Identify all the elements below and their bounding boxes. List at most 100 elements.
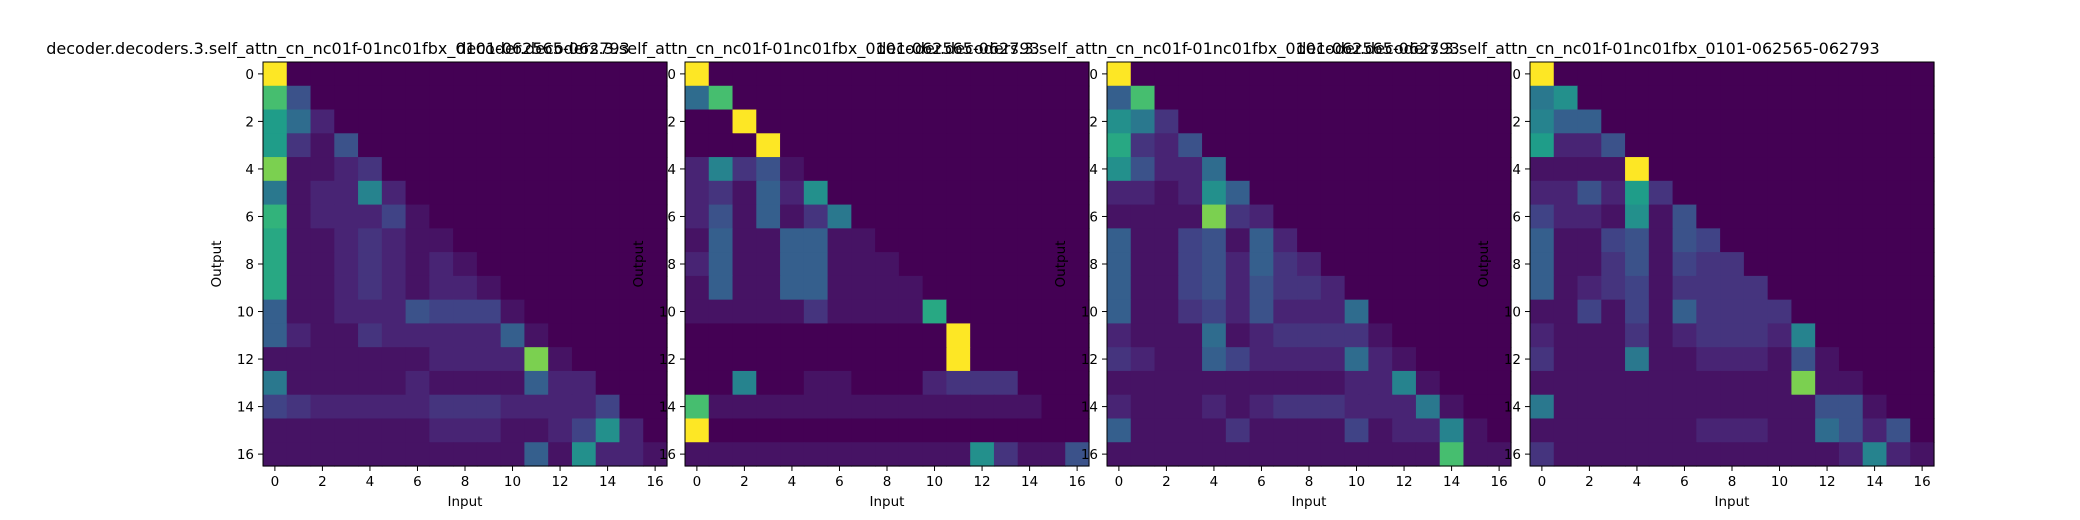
heatmap-cell-r15-c3 <box>334 418 359 443</box>
x-tick-label: 10 <box>504 474 521 490</box>
heatmap-cell-r14-c15 <box>619 394 644 420</box>
heatmap-cell-r2-c6 <box>405 109 430 134</box>
heatmap-cell-r0-c5 <box>1648 62 1674 87</box>
heatmap-cell-r5-c2 <box>732 180 757 206</box>
heatmap-cell-r16-c5 <box>1648 442 1674 467</box>
heatmap-cell-r5-c2 <box>310 180 335 206</box>
heatmap-cell-r3-c15 <box>1463 133 1488 158</box>
heatmap-cell-r6-c8 <box>875 204 900 229</box>
heatmap-cell-r13-c10 <box>922 370 948 396</box>
heatmap-cell-r6-c7 <box>1273 204 1298 229</box>
heatmap-cell-r2-c4 <box>358 109 383 134</box>
heatmap-cell-r12-c3 <box>1178 347 1203 372</box>
heatmap-cell-r8-c4 <box>358 252 383 277</box>
x-tick-label: 2 <box>318 474 327 490</box>
heatmap-cell-r4-c0 <box>263 157 288 182</box>
heatmap-cell-r9-c13 <box>1415 275 1441 301</box>
heatmap-cell-r10-c2 <box>1577 299 1602 325</box>
heatmap-cell-r2-c11 <box>946 109 971 134</box>
heatmap-cell-r3-c14 <box>1862 133 1888 158</box>
heatmap-cell-r1-c2 <box>732 85 757 111</box>
heatmap-cell-r10-c11 <box>946 299 971 325</box>
heatmap-cell-r12-c12 <box>1392 347 1417 372</box>
heatmap-cell-r12-c8 <box>875 347 900 372</box>
heatmap-cell-r12-c16 <box>1910 347 1935 372</box>
heatmap-cell-r4-c2 <box>1577 157 1602 182</box>
heatmap-cell-r9-c16 <box>1065 275 1090 301</box>
heatmap-cell-r3-c3 <box>334 133 359 158</box>
heatmap-cell-r10-c8 <box>1297 299 1322 325</box>
heatmap-cell-r9-c15 <box>1886 275 1911 301</box>
heatmap-cell-r9-c11 <box>1368 275 1393 301</box>
heatmap-cell-r15-c14 <box>595 418 621 443</box>
heatmap-cell-r13-c15 <box>1886 370 1911 396</box>
heatmap-cell-r10-c2 <box>310 299 335 325</box>
heatmap-cell-r10-c12 <box>1392 299 1417 325</box>
x-axis-label: Input <box>870 494 905 510</box>
heatmap-cell-r11-c11 <box>524 323 549 348</box>
heatmap-cell-r11-c11 <box>946 323 971 348</box>
heatmap-cell-r4-c9 <box>898 157 924 182</box>
heatmap-cell-r11-c10 <box>500 323 526 348</box>
heatmap-cell-r11-c8 <box>1720 323 1745 348</box>
heatmap-cell-r11-c16 <box>1910 323 1935 348</box>
heatmap-cell-r7-c15 <box>1463 228 1488 253</box>
heatmap-cell-r3-c6 <box>1249 133 1274 158</box>
heatmap-cell-r15-c8 <box>1720 418 1745 443</box>
heatmap-cell-r7-c12 <box>548 228 573 253</box>
heatmap-cell-r11-c4 <box>1202 323 1227 348</box>
heatmap-cell-r12-c0 <box>1530 347 1555 372</box>
heatmap-cell-r12-c16 <box>643 347 668 372</box>
heatmap-cell-r1-c13 <box>1415 85 1441 111</box>
heatmap-cell-r14-c3 <box>1178 394 1203 420</box>
heatmap-cell-r3-c9 <box>476 133 502 158</box>
heatmap-cell-r5-c16 <box>1910 180 1935 206</box>
heatmap-cell-r7-c3 <box>1601 228 1626 253</box>
heatmap-cell-r5-c16 <box>643 180 668 206</box>
heatmap-cell-r3-c9 <box>898 133 924 158</box>
heatmap-cell-r10-c15 <box>619 299 644 325</box>
heatmap-cell-r3-c11 <box>1791 133 1816 158</box>
heatmap-cell-r6-c11 <box>1791 204 1816 229</box>
heatmap-cell-r11-c6 <box>1672 323 1697 348</box>
y-tick-label: 16 <box>1504 447 1521 463</box>
heatmap-cell-r4-c7 <box>851 157 876 182</box>
heatmap-cell-r1-c4 <box>1625 85 1650 111</box>
heatmap-cell-r13-c1 <box>708 370 734 396</box>
heatmap-cell-r0-c9 <box>1743 62 1769 87</box>
heatmap-cell-r4-c1 <box>286 157 312 182</box>
heatmap-cell-r6-c11 <box>946 204 971 229</box>
heatmap-cell-r6-c7 <box>429 204 454 229</box>
heatmap-cell-r15-c13 <box>571 418 597 443</box>
heatmap-cell-r9-c0 <box>1530 275 1555 301</box>
chart-title: decoder.decoders.3.self_attn_cn_nc01f-01… <box>456 39 1039 59</box>
heatmap-cell-r5-c5 <box>1225 180 1251 206</box>
heatmap-cell-r11-c11 <box>1368 323 1393 348</box>
heatmap-cell-r0-c14 <box>1017 62 1043 87</box>
heatmap-cell-r1-c3 <box>1178 85 1203 111</box>
heatmap-cell-r16-c5 <box>1225 442 1251 467</box>
heatmap-cell-r12-c16 <box>1487 347 1512 372</box>
heatmap-cell-r15-c2 <box>1577 418 1602 443</box>
heatmap-cell-r8-c15 <box>1886 252 1911 277</box>
heatmap-cell-r10-c14 <box>1017 299 1043 325</box>
heatmap-cell-r8-c5 <box>1225 252 1251 277</box>
heatmap-cell-r13-c16 <box>643 370 668 396</box>
heatmap-cell-r16-c5 <box>803 442 829 467</box>
heatmap-cell-r16-c6 <box>1249 442 1274 467</box>
heatmap-cell-r2-c16 <box>1910 109 1935 134</box>
heatmap-cell-r8-c10 <box>922 252 948 277</box>
heatmap-cell-r12-c11 <box>1791 347 1816 372</box>
heatmap-cell-r5-c12 <box>548 180 573 206</box>
heatmap-cell-r2-c8 <box>1297 109 1322 134</box>
heatmap-cell-r3-c16 <box>1910 133 1935 158</box>
heatmap-cell-r7-c7 <box>429 228 454 253</box>
heatmap-cell-r9-c0 <box>685 275 710 301</box>
heatmap-cell-r3-c8 <box>453 133 478 158</box>
heatmap-cell-r5-c13 <box>1415 180 1441 206</box>
heatmap-cell-r12-c1 <box>708 347 734 372</box>
heatmap-cell-r1-c13 <box>571 85 597 111</box>
heatmap-cell-r5-c13 <box>571 180 597 206</box>
heatmap-cell-r16-c1 <box>708 442 734 467</box>
heatmap-cell-r8-c6 <box>1672 252 1697 277</box>
